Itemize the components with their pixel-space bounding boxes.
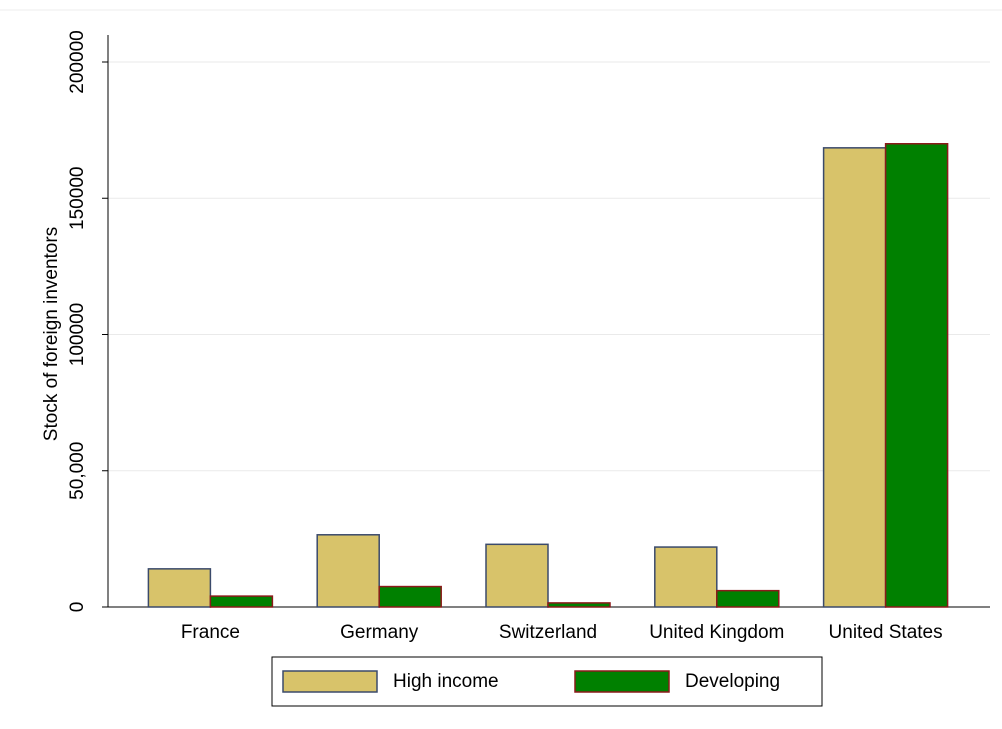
x-tick-label: France: [181, 622, 240, 643]
bar: [654, 546, 718, 608]
legend-label: Developing: [685, 671, 780, 692]
y-tick-label: 0: [67, 602, 88, 613]
x-tick-label: Switzerland: [499, 622, 597, 643]
bar: [147, 568, 212, 608]
y-tick-label: 100000: [67, 303, 88, 366]
bar: [716, 589, 780, 608]
bar: [378, 585, 442, 608]
x-tick-label: United States: [829, 622, 943, 643]
y-axis-title: Stock of foreign inventors: [41, 227, 62, 441]
x-tick-label: Germany: [340, 622, 419, 643]
legend-swatch: [574, 670, 670, 693]
legend-swatch: [282, 670, 378, 693]
bar: [485, 543, 549, 608]
y-tick-label: 150000: [67, 167, 88, 230]
bar: [884, 143, 949, 608]
bar: [316, 534, 380, 608]
bar: [822, 147, 887, 608]
bar: [209, 595, 274, 608]
y-tick-label: 50,000: [67, 442, 88, 500]
y-tick-label: 200000: [67, 30, 88, 93]
legend-label: High income: [393, 671, 499, 692]
x-tick-label: United Kingdom: [649, 622, 784, 643]
bar: [547, 602, 611, 608]
